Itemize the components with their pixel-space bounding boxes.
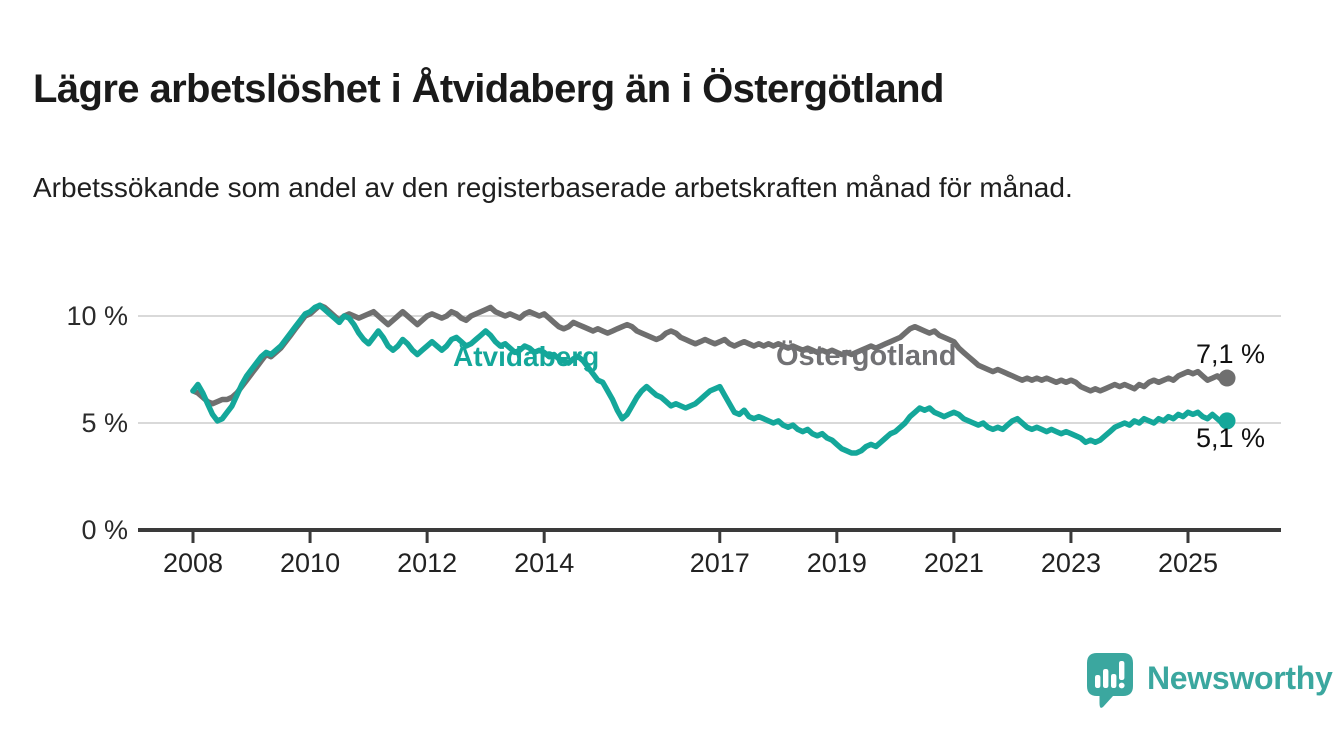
x-tick-label: 2014 bbox=[514, 548, 574, 578]
x-axis bbox=[138, 528, 1281, 543]
x-tick-label: 2023 bbox=[1041, 548, 1101, 578]
x-tick-label: 2008 bbox=[163, 548, 223, 578]
end-value-ostergotland: 7,1 % bbox=[1196, 339, 1266, 369]
series-line-östergötland bbox=[190, 302, 1230, 407]
chart-subtitle: Arbetssökande som andel av den registerb… bbox=[33, 172, 1073, 203]
x-tick-label: 2025 bbox=[1158, 548, 1218, 578]
x-tick-label: 2021 bbox=[924, 548, 984, 578]
series-end-dot-åtvidaberg bbox=[1218, 412, 1236, 430]
gridlines bbox=[138, 315, 1281, 424]
y-tick-label: 5 % bbox=[81, 408, 128, 438]
series-label-ostergotland: Östergötland bbox=[776, 340, 957, 372]
y-axis-labels: 0 % 5 % 10 % bbox=[66, 301, 128, 545]
y-tick-label: 0 % bbox=[81, 515, 128, 545]
series-end-dot-östergötland bbox=[1218, 369, 1236, 387]
x-tick-label: 2012 bbox=[397, 548, 457, 578]
end-value-atvidaberg: 5,1 % bbox=[1196, 423, 1266, 453]
x-axis-labels: 2008 2010 2012 2014 2017 2019 2021 2023 2025 bbox=[163, 548, 1218, 578]
x-tick-label: 2017 bbox=[690, 548, 750, 578]
page-title: Lägre arbetslöshet i Åtvidaberg än i Öst… bbox=[33, 66, 944, 111]
newsworthy-bubble-icon bbox=[1087, 653, 1133, 708]
newsworthy-logo-text: Newsworthy bbox=[1147, 659, 1333, 696]
data-series bbox=[190, 302, 1236, 456]
series-line-åtvidaberg bbox=[190, 302, 1230, 456]
x-tick-label: 2010 bbox=[280, 548, 340, 578]
x-tick-label: 2019 bbox=[807, 548, 867, 578]
newsworthy-logo: Newsworthy bbox=[1086, 653, 1333, 709]
y-tick-label: 10 % bbox=[66, 301, 128, 331]
series-label-atvidaberg: Åtvidaberg bbox=[453, 341, 600, 372]
